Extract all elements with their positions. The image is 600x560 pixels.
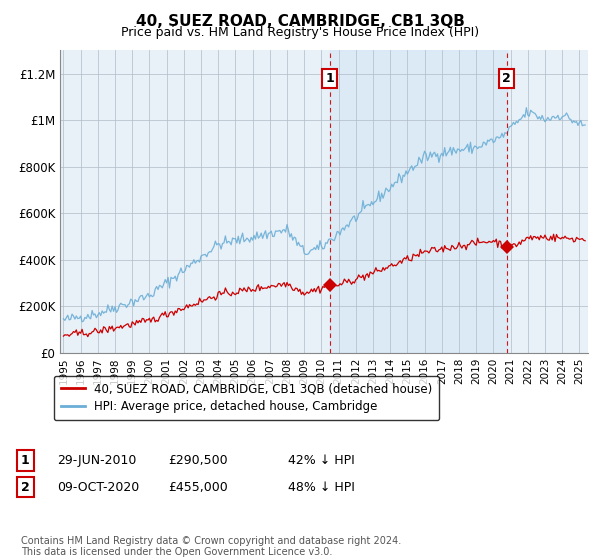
Text: 1: 1 — [325, 72, 334, 85]
Text: 29-JUN-2010: 29-JUN-2010 — [57, 454, 136, 467]
Text: £290,500: £290,500 — [168, 454, 227, 467]
Legend: 40, SUEZ ROAD, CAMBRIDGE, CB1 3QB (detached house), HPI: Average price, detached: 40, SUEZ ROAD, CAMBRIDGE, CB1 3QB (detac… — [54, 376, 439, 421]
Text: Price paid vs. HM Land Registry's House Price Index (HPI): Price paid vs. HM Land Registry's House … — [121, 26, 479, 39]
Text: 09-OCT-2020: 09-OCT-2020 — [57, 480, 139, 494]
Text: £455,000: £455,000 — [168, 480, 228, 494]
Text: 2: 2 — [21, 480, 30, 494]
Text: 1: 1 — [21, 454, 30, 467]
Text: 40, SUEZ ROAD, CAMBRIDGE, CB1 3QB: 40, SUEZ ROAD, CAMBRIDGE, CB1 3QB — [136, 14, 464, 29]
Text: 48% ↓ HPI: 48% ↓ HPI — [288, 480, 355, 494]
Text: 2: 2 — [502, 72, 511, 85]
Text: 42% ↓ HPI: 42% ↓ HPI — [288, 454, 355, 467]
Text: Contains HM Land Registry data © Crown copyright and database right 2024.
This d: Contains HM Land Registry data © Crown c… — [21, 535, 401, 557]
